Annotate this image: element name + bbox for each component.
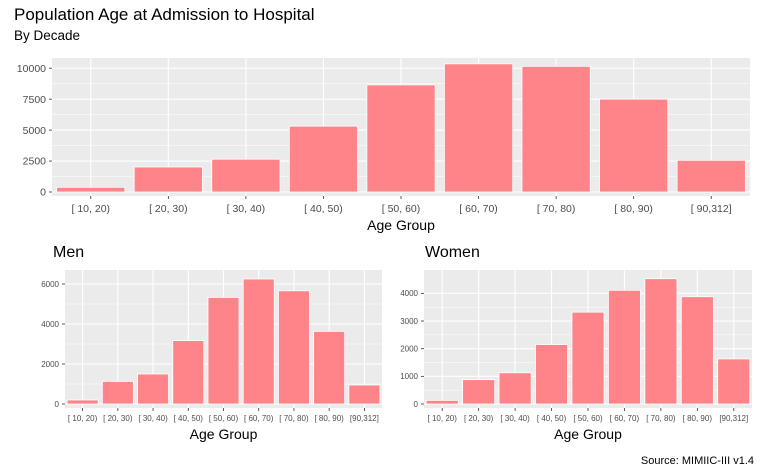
chart-title: Population Age at Admission to Hospital	[14, 5, 315, 24]
bar-40-50	[288, 125, 358, 193]
x-tick-label: [ 30, 40)	[138, 414, 168, 423]
y-tick-label: 6000	[41, 280, 59, 289]
source-caption: Source: MIMIIC-III v1.4	[640, 455, 754, 467]
bar-90-312	[717, 358, 751, 405]
bar-20-30	[101, 380, 134, 405]
men-panel-title: Men	[53, 244, 85, 261]
bar-60-70	[242, 278, 275, 405]
x-tick-label: [ 80, 90)	[614, 203, 653, 215]
women-panel-title: Women	[425, 244, 480, 261]
y-tick-label: 0	[40, 187, 46, 199]
x-tick-label: [ 20, 30)	[464, 414, 494, 423]
bar-80-90	[313, 330, 346, 405]
x-tick-label: [ 90,312]	[691, 203, 732, 215]
x-axis-title: Age Group	[367, 217, 435, 233]
bar-80-90	[599, 98, 669, 193]
x-tick-label: [ 40, 50)	[174, 414, 204, 423]
bar-70-80	[644, 278, 678, 405]
y-tick-label: 0	[414, 400, 419, 409]
women-chart: 0 1000 2000 3000 4000 [ 10, 20) [ 20, 30) [ 30,…	[400, 270, 752, 442]
x-tick-label: [ 70, 80)	[279, 414, 309, 423]
bar-50-60	[207, 296, 240, 405]
x-tick-label: [ 30, 40)	[500, 414, 530, 423]
x-tick-label: [ 40, 50)	[537, 414, 567, 423]
x-axis-title: Age Group	[190, 426, 258, 442]
bar-60-70	[608, 289, 641, 405]
x-axis-title: Age Group	[554, 426, 622, 442]
x-tick-label: [ 50, 60)	[573, 414, 603, 423]
x-tick-label: [ 40, 50)	[304, 203, 343, 215]
x-tick-label: [ 10, 20)	[72, 203, 111, 215]
bar-70-80	[521, 65, 591, 193]
bar-80-90	[680, 296, 714, 405]
chart-subtitle: By Decade	[14, 28, 81, 43]
y-tick-label: 0	[55, 400, 60, 409]
bar-40-50	[535, 344, 568, 405]
x-tick-label: [ 80, 90)	[683, 414, 713, 423]
bar-60-70	[444, 63, 514, 193]
bar-90-312	[348, 384, 381, 405]
x-tick-label: [ 30, 40)	[227, 203, 266, 215]
bar-30-40	[211, 158, 281, 193]
x-tick-label: [ 70, 80)	[537, 203, 576, 215]
bar-50-60	[366, 84, 436, 193]
x-tick-label: [ 20, 30)	[103, 414, 133, 423]
x-tick-label: [ 60, 70)	[610, 414, 640, 423]
x-tick-label: [ 10, 20)	[68, 414, 98, 423]
bar-10-20	[56, 186, 126, 193]
overall-chart: 0 2500 5000 7500 10000 [ 10, 20) [ 20, 30) [ 30…	[17, 58, 750, 233]
x-tick-label: [ 80, 90)	[314, 414, 344, 423]
bar-20-30	[462, 379, 496, 405]
x-tick-label: [ 60, 70)	[244, 414, 274, 423]
bar-70-80	[278, 290, 310, 405]
bar-10-20	[66, 399, 99, 405]
bar-10-20	[425, 400, 459, 405]
x-tick-label: [ 10, 20)	[428, 414, 458, 423]
bar-20-30	[133, 166, 203, 193]
x-tick-label: [90,312]	[719, 414, 748, 423]
x-tick-label: [90,312]	[350, 414, 379, 423]
y-tick-label: 4000	[400, 289, 418, 298]
men-chart: 0 2000 4000 6000 [ 10, 20) [ 20, 30) [ 30, 40)…	[41, 270, 382, 442]
bar-90-312	[676, 159, 746, 193]
x-tick-label: [ 60, 70)	[459, 203, 498, 215]
y-tick-label: 7500	[23, 94, 47, 106]
bar-50-60	[571, 311, 605, 405]
y-tick-label: 2500	[23, 156, 47, 168]
x-tick-label: [ 70, 80)	[646, 414, 676, 423]
bar-40-50	[172, 340, 205, 405]
y-tick-label: 4000	[41, 320, 59, 329]
x-tick-label: [ 50, 60)	[209, 414, 239, 423]
y-tick-label: 1000	[400, 372, 418, 381]
y-tick-label: 3000	[400, 317, 418, 326]
bar-30-40	[137, 373, 169, 405]
bar-30-40	[498, 372, 532, 405]
x-tick-label: [ 20, 30)	[149, 203, 188, 215]
x-tick-label: [ 50, 60)	[382, 203, 421, 215]
y-tick-label: 2000	[41, 360, 59, 369]
y-tick-label: 2000	[400, 344, 418, 353]
y-tick-label: 10000	[17, 63, 46, 75]
y-tick-label: 5000	[23, 125, 47, 137]
